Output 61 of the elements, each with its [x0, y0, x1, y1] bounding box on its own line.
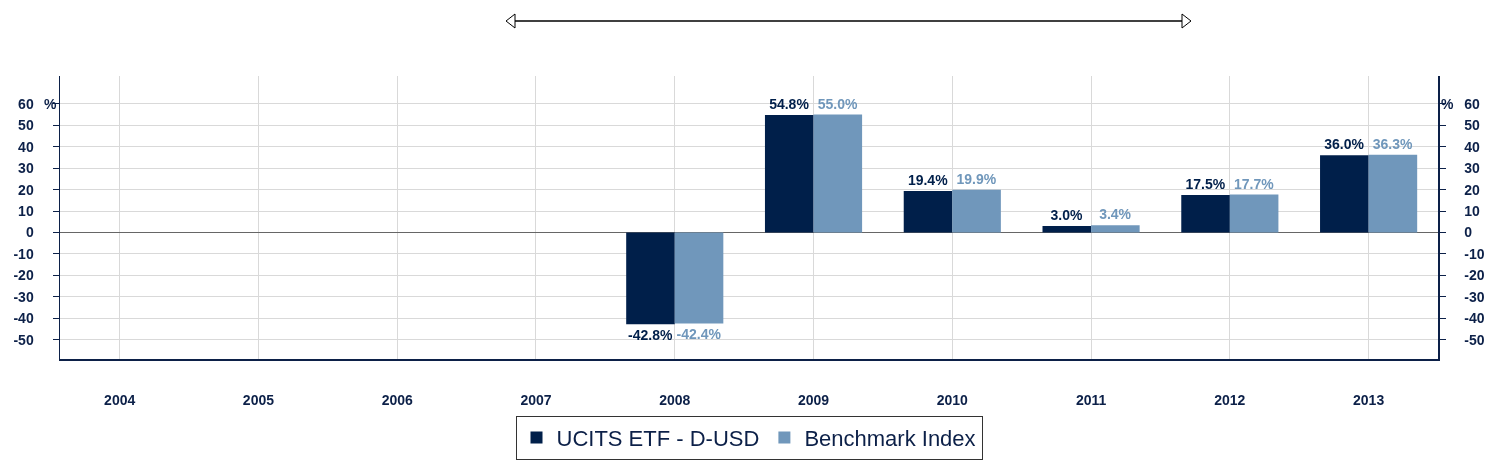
legend-label: Benchmark Index [804, 425, 976, 451]
x-tick-label: 2009 [797, 392, 830, 409]
y2-tick-label: 50 [1464, 117, 1481, 134]
data-label: 3.0% [1050, 207, 1084, 224]
y2-tick-label: 30 [1464, 160, 1481, 177]
bar [764, 115, 814, 233]
bar [903, 190, 953, 233]
y2-tick-label: 10 [1464, 202, 1481, 219]
x-tick-label: 2008 [659, 392, 691, 409]
data-label: 19.9% [956, 170, 997, 187]
y2-tick-label: -20 [1464, 267, 1485, 284]
x-tick-label: 2013 [1353, 392, 1385, 409]
bar [1042, 226, 1092, 233]
x-tick-label: 2007 [520, 392, 552, 409]
x-tick-label: 2010 [936, 392, 969, 409]
y-tick-label: 40 [18, 138, 34, 155]
bar [1181, 194, 1230, 233]
y-axis-title: % [44, 96, 57, 112]
x-tick-label: 2012 [1214, 392, 1246, 409]
y2-tick-label: -10 [1464, 245, 1485, 262]
data-label: 54.8% [769, 96, 810, 113]
bar [674, 232, 724, 324]
y-tick-label: -10 [13, 245, 34, 262]
x-tick-label: 2011 [1075, 392, 1107, 409]
data-label: 36.3% [1372, 135, 1414, 152]
x-tick-label: 2006 [381, 392, 413, 409]
y-tick-label: -50 [13, 331, 34, 348]
y-tick-label: 50 [18, 117, 34, 134]
data-label: 3.4% [1099, 206, 1132, 223]
legend-label: UCITS ETF - D-USD [556, 425, 760, 451]
bar [1229, 194, 1279, 233]
data-label: 19.4% [907, 171, 949, 188]
y2-tick-label: 0 [1464, 224, 1473, 241]
data-label: 36.0% [1324, 136, 1365, 153]
y-tick-label: 60 [18, 95, 34, 112]
data-label: 17.5% [1185, 175, 1226, 192]
y-tick-label: 0 [25, 224, 34, 241]
bar [1091, 225, 1140, 233]
y-tick-label: -40 [13, 310, 34, 327]
y2-tick-label: 60 [1464, 95, 1481, 112]
y-tick-label: 20 [18, 181, 34, 198]
bar [1320, 155, 1369, 233]
x-tick-label: 2004 [104, 392, 136, 409]
y-tick-label: -20 [13, 267, 34, 284]
y-tick-label: -30 [13, 288, 34, 305]
bar [952, 189, 1001, 233]
y2-tick-label: 20 [1464, 181, 1481, 198]
data-label: -42.4% [676, 326, 722, 343]
y2-tick-label: 40 [1464, 138, 1481, 155]
bar [813, 114, 863, 233]
y2-tick-label: -30 [1464, 288, 1485, 305]
data-label: 55.0% [817, 95, 858, 112]
y-tick-label: 30 [18, 160, 34, 177]
y-tick-label: 10 [18, 202, 34, 219]
data-label: 17.7% [1234, 175, 1275, 192]
y2-tick-label: -40 [1464, 310, 1485, 327]
data-label: -42.8% [628, 327, 673, 344]
bar [626, 232, 675, 325]
x-tick-label: 2005 [242, 392, 275, 409]
y2-tick-label: -50 [1464, 331, 1485, 348]
bar [1368, 154, 1418, 233]
